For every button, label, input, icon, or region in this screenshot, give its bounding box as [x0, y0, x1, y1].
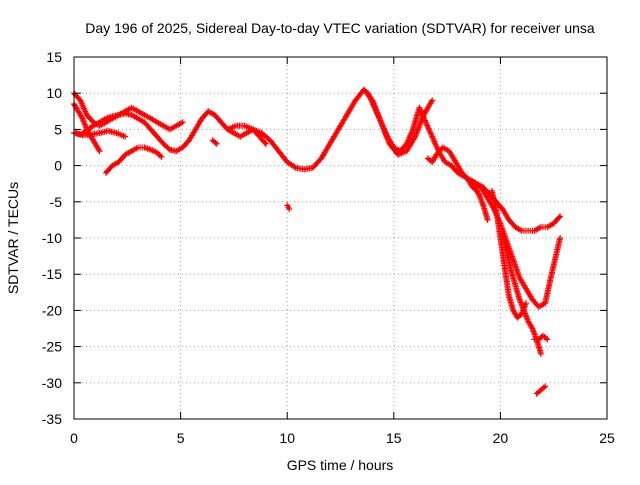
- y-tick-label: 15: [46, 49, 62, 65]
- data-points: [71, 86, 564, 397]
- x-tick-label: 5: [177, 430, 185, 446]
- series-track-h: [284, 202, 293, 212]
- y-tick-label: 5: [54, 121, 62, 137]
- series-markers: [533, 383, 549, 397]
- y-axis-label: SDTVAR / TECUs: [5, 182, 21, 294]
- series-track-d: [73, 127, 129, 140]
- axis-ticks: [73, 56, 608, 420]
- x-tick-label: 0: [70, 430, 78, 446]
- x-tick-label: 25: [599, 430, 615, 446]
- series-track-k: [488, 187, 529, 321]
- y-tick-label: -20: [42, 302, 62, 318]
- tick-labels: 0 5 10 15 20 25 15 10 5 0 -5 -10 -15 -20 -25 -30 -35: [42, 49, 615, 446]
- x-tick-label: 15: [386, 430, 402, 446]
- chart-title: Day 196 of 2025, Sidereal Day-to-day VTE…: [85, 20, 595, 36]
- series-track-i: [365, 90, 564, 234]
- series-markers: [465, 177, 480, 194]
- series-markers: [209, 137, 220, 147]
- x-tick-label: 10: [279, 430, 295, 446]
- series-markers: [284, 202, 293, 212]
- series-track-m: [533, 383, 549, 397]
- y-tick-label: -35: [42, 411, 62, 427]
- series-markers: [424, 144, 564, 310]
- y-tick-label: -15: [42, 266, 62, 282]
- y-tick-label: -30: [42, 375, 62, 391]
- series-track-e: [103, 144, 165, 176]
- series-track-j: [424, 144, 564, 310]
- series-markers: [531, 332, 551, 343]
- grid-lines: [74, 57, 607, 419]
- y-tick-label: -25: [42, 339, 62, 355]
- y-tick-label: -10: [42, 230, 62, 246]
- series-track-g: [224, 86, 436, 173]
- x-axis-label: GPS time / hours: [287, 457, 394, 473]
- series-markers: [365, 90, 564, 234]
- y-tick-label: 0: [54, 158, 62, 174]
- series-track-p: [465, 177, 480, 194]
- series-markers: [103, 144, 165, 176]
- series-track-n: [531, 332, 551, 343]
- y-tick-label: -5: [50, 194, 63, 210]
- y-tick-label: 10: [46, 85, 62, 101]
- x-tick-label: 20: [493, 430, 509, 446]
- plot-frame: [73, 56, 608, 420]
- series-markers: [224, 86, 436, 173]
- series-markers: [73, 127, 129, 140]
- series-markers: [488, 187, 529, 321]
- series-track-f: [209, 137, 220, 147]
